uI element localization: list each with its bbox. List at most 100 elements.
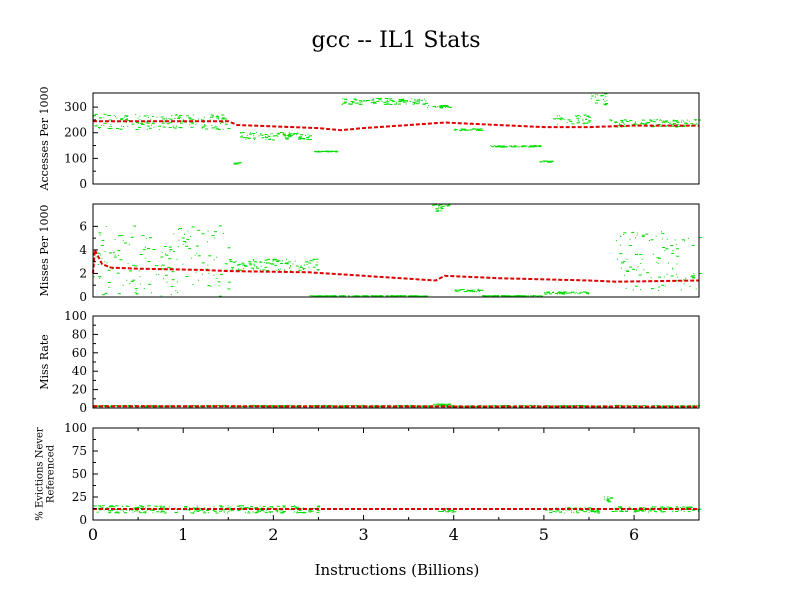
data-point — [574, 293, 576, 295]
data-point — [513, 146, 517, 148]
data-point — [455, 290, 457, 292]
data-point — [641, 236, 645, 238]
data-point — [643, 269, 645, 271]
data-point — [297, 512, 300, 514]
data-point — [555, 507, 557, 509]
data-point — [221, 114, 225, 116]
data-point — [674, 120, 678, 122]
data-point — [267, 262, 271, 264]
data-point — [94, 113, 98, 115]
data-point — [131, 509, 133, 511]
data-point — [546, 291, 550, 293]
data-point — [653, 119, 655, 121]
data-point — [116, 128, 120, 129]
data-point — [276, 405, 280, 407]
data-point — [664, 285, 666, 287]
data-point — [254, 405, 255, 407]
data-point — [275, 259, 279, 261]
data-point — [205, 268, 209, 270]
data-point — [195, 245, 199, 247]
data-point — [589, 508, 591, 510]
data-point — [649, 119, 652, 121]
data-point — [196, 506, 198, 508]
data-point — [282, 506, 286, 508]
data-point — [126, 116, 128, 117]
data-point — [188, 507, 190, 509]
data-point — [161, 251, 163, 253]
data-point — [674, 239, 676, 241]
data-point — [261, 137, 265, 139]
data-point — [434, 204, 438, 206]
data-point — [239, 505, 240, 507]
data-point — [295, 506, 299, 508]
data-point — [438, 403, 440, 405]
data-point — [265, 262, 267, 264]
data-point — [438, 206, 440, 208]
data-point — [697, 509, 699, 511]
data-point — [287, 134, 291, 136]
data-point — [584, 114, 585, 116]
data-point — [665, 508, 669, 510]
data-point — [658, 290, 660, 291]
data-point — [161, 509, 163, 511]
data-point — [652, 121, 656, 123]
data-point — [385, 295, 389, 297]
data-point — [527, 146, 529, 148]
data-point — [459, 129, 461, 131]
data-point — [245, 139, 247, 140]
data-point — [444, 508, 448, 510]
data-point — [348, 295, 350, 297]
data-point — [298, 267, 300, 269]
data-point — [579, 116, 581, 118]
data-point — [163, 505, 165, 507]
data-point — [661, 122, 663, 124]
data-point — [162, 508, 166, 510]
data-point — [625, 287, 627, 289]
data-point — [241, 262, 245, 264]
data-point — [482, 295, 485, 297]
data-point — [461, 128, 465, 130]
data-point — [276, 509, 278, 511]
data-point — [556, 115, 558, 117]
data-point — [672, 250, 674, 252]
data-point — [282, 511, 286, 513]
data-point — [289, 133, 291, 135]
data-point — [623, 232, 627, 234]
data-point — [315, 258, 319, 260]
data-point — [209, 119, 211, 121]
y-tick-label: 0 — [79, 177, 87, 191]
data-point — [498, 405, 502, 407]
data-point — [169, 118, 173, 120]
data-point — [296, 512, 297, 514]
data-point — [122, 239, 124, 241]
data-point — [477, 130, 479, 132]
data-point — [191, 512, 195, 514]
data-point — [596, 94, 598, 96]
data-point — [172, 125, 174, 127]
data-point — [524, 295, 528, 297]
mean-line — [92, 246, 700, 283]
data-point — [681, 239, 685, 241]
data-point — [693, 273, 695, 275]
data-point — [520, 146, 524, 148]
data-point — [503, 146, 505, 148]
data-point — [617, 404, 621, 406]
data-point — [144, 246, 146, 248]
data-point — [282, 132, 284, 134]
data-point — [396, 102, 397, 104]
data-point — [607, 501, 611, 503]
data-point — [159, 511, 163, 513]
data-point — [177, 281, 178, 283]
data-point — [486, 405, 490, 407]
data-point — [650, 120, 654, 122]
data-point — [247, 137, 251, 139]
data-point — [307, 137, 309, 139]
data-point — [207, 264, 209, 266]
x-tick-label: 6 — [629, 525, 639, 544]
data-point — [556, 293, 558, 295]
data-point — [207, 230, 209, 232]
data-point — [241, 135, 243, 137]
data-point — [575, 507, 577, 509]
data-point — [461, 289, 465, 290]
